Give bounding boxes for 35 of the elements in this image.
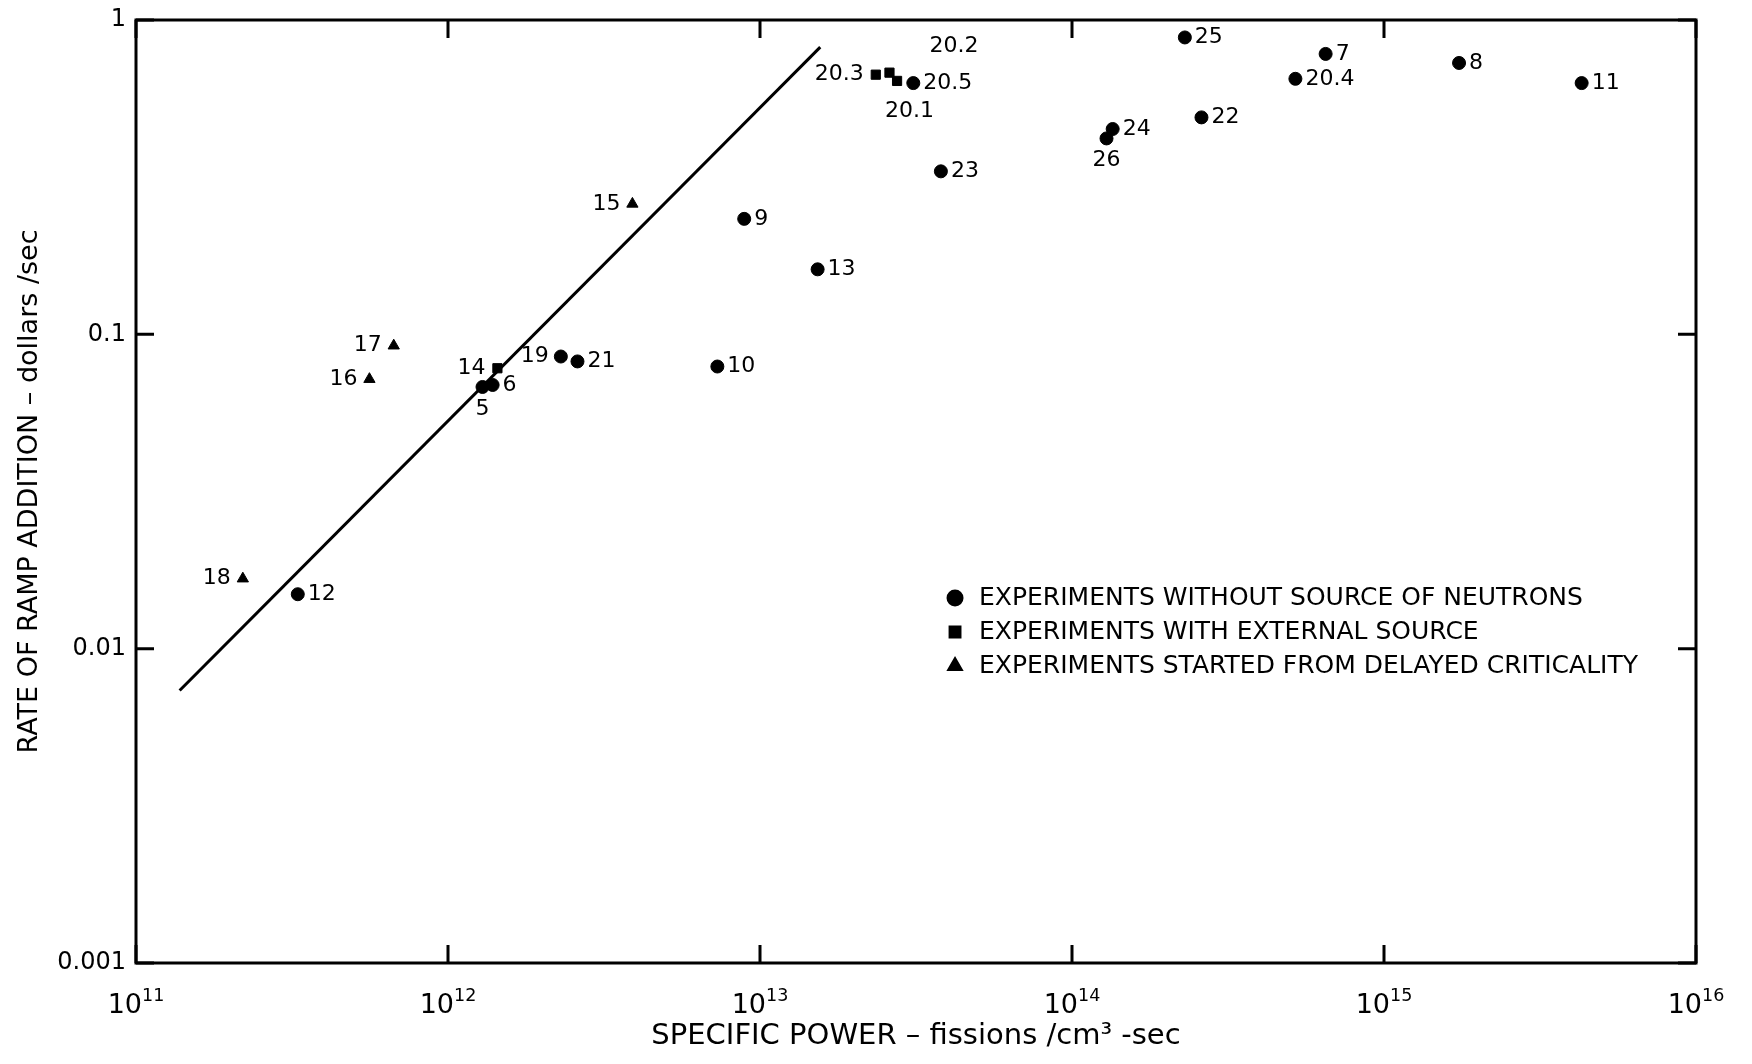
annotation: 19 bbox=[520, 342, 549, 368]
annotation: 22 bbox=[1211, 103, 1240, 129]
y-tick-label: 0.01 bbox=[72, 632, 126, 661]
y-axis-title: RATE OF RAMP ADDITION – dollars /sec bbox=[12, 229, 44, 754]
annotation: 21 bbox=[587, 347, 616, 373]
annotation: 7 bbox=[1335, 39, 1350, 65]
annotation: 20.1 bbox=[885, 96, 935, 122]
annotation: 6 bbox=[502, 370, 517, 396]
annotation: 20.5 bbox=[923, 68, 973, 94]
annotation: 14 bbox=[457, 353, 486, 379]
annotation: 13 bbox=[827, 255, 856, 281]
annotation: 16 bbox=[329, 364, 358, 390]
annotation: 20.3 bbox=[814, 60, 864, 86]
x-axis-title: SPECIFIC POWER – fissions /cm³ -sec bbox=[651, 1017, 1181, 1052]
legend-label: EXPERIMENTS WITH EXTERNAL SOURCE bbox=[979, 615, 1479, 645]
annotation: 26 bbox=[1092, 146, 1121, 172]
legend-label: EXPERIMENTS STARTED FROM DELAYED CRITICALITY bbox=[979, 649, 1639, 679]
y-tick-label: 0.001 bbox=[57, 947, 127, 976]
annotation: 15 bbox=[592, 189, 621, 215]
y-tick-label: 0.1 bbox=[87, 318, 126, 347]
annotation: 11 bbox=[1591, 68, 1620, 94]
annotation: 10 bbox=[727, 352, 756, 378]
annotation: 20.4 bbox=[1305, 64, 1355, 90]
annotation: 5 bbox=[475, 394, 490, 420]
annotation: 24 bbox=[1122, 114, 1151, 140]
annotation: 25 bbox=[1194, 23, 1223, 49]
annotation: 12 bbox=[307, 579, 336, 605]
legend-label: EXPERIMENTS WITHOUT SOURCE OF NEUTRONS bbox=[979, 581, 1583, 611]
y-tick-label: 1 bbox=[110, 4, 127, 33]
annotation: 8 bbox=[1469, 48, 1484, 74]
annotation: 23 bbox=[950, 157, 979, 183]
annotation: 17 bbox=[353, 331, 382, 357]
annotation: 9 bbox=[754, 204, 769, 230]
annotation: 20.2 bbox=[929, 32, 979, 58]
annotation: 18 bbox=[202, 564, 231, 590]
